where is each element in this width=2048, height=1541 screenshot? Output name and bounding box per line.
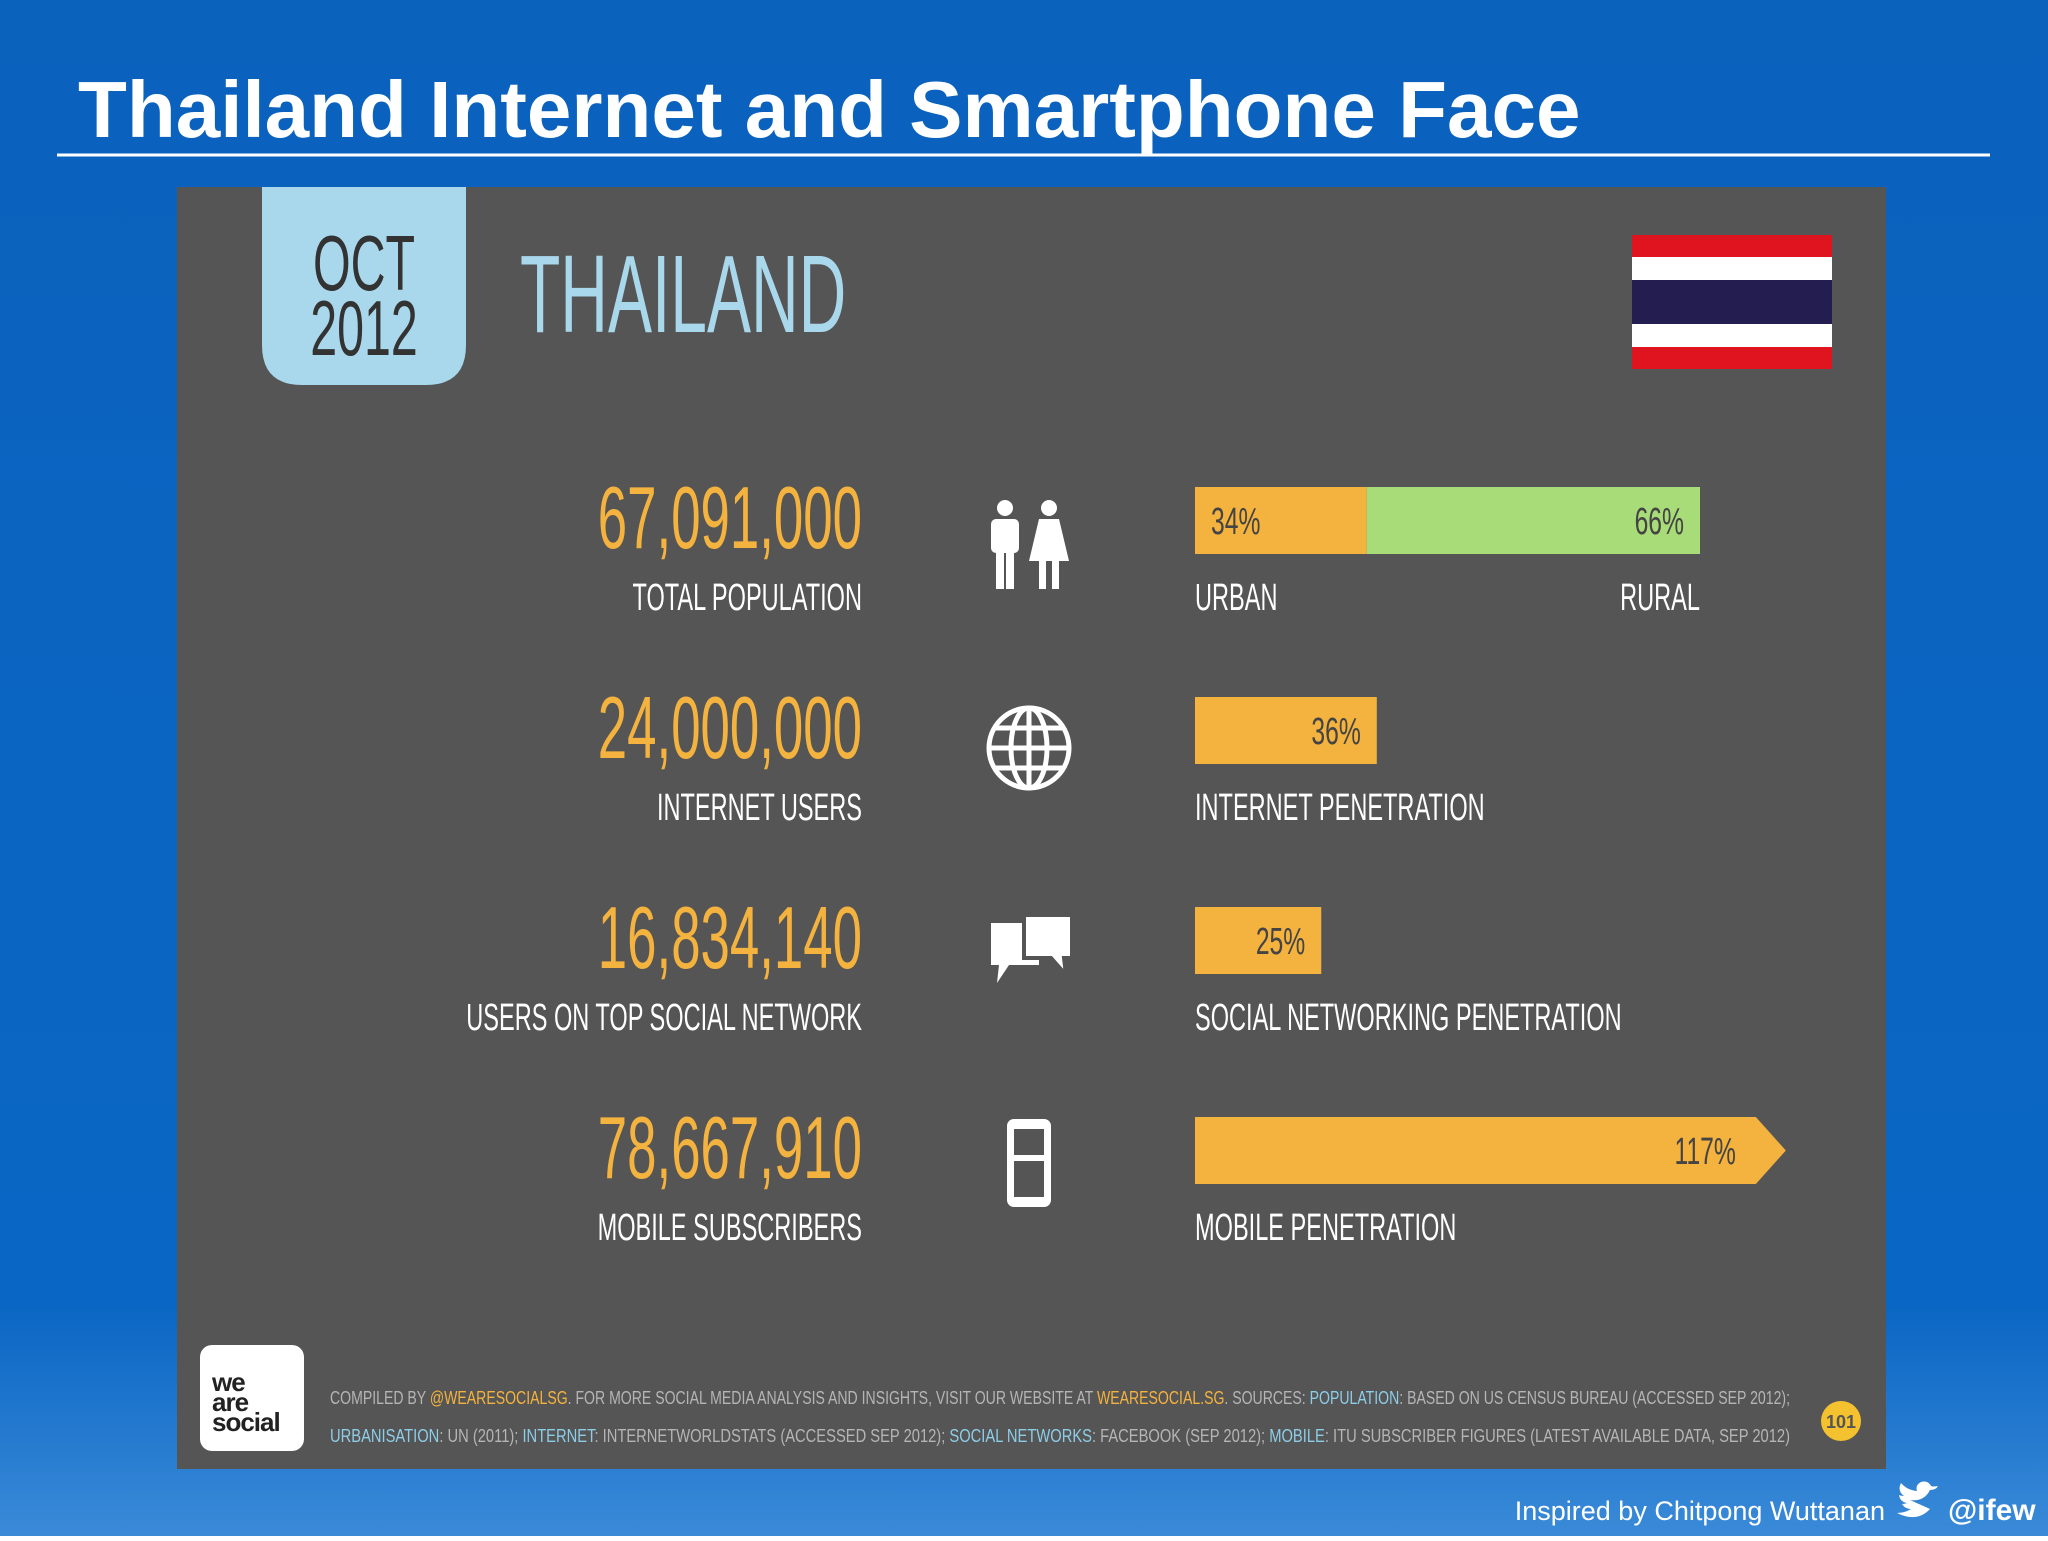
footer-segment: MOBILE (1269, 1426, 1325, 1446)
bar (1195, 697, 1377, 764)
footer-segment: : INTERNETWORLDSTATS (ACCESSED SEP 2012)… (594, 1426, 949, 1446)
footer-segment: : FACEBOOK (SEP 2012); (1092, 1426, 1269, 1446)
stat-number: 16,834,140 (598, 889, 862, 987)
logo-box (200, 1345, 304, 1451)
bar-caption: URBAN (1195, 575, 1277, 618)
date-text: OCT (313, 219, 415, 307)
footer-segment: : ITU SUBSCRIBER FIGURES (LATEST AVAILAB… (1325, 1426, 1790, 1446)
footer-segment: . SOURCES: (1224, 1388, 1309, 1408)
bird-icon (1897, 1481, 1938, 1518)
date-text: 2012 (310, 284, 418, 372)
footer-segment: WEARESOCIAL.SG (1097, 1388, 1224, 1408)
bar-value-label: 117% (1675, 1130, 1736, 1173)
people-icon (991, 500, 1069, 589)
phone-icon (1007, 1119, 1051, 1207)
flag (1632, 235, 1832, 369)
infographic-panel (177, 187, 1886, 1469)
stat-label: MOBILE SUBSCRIBERS (598, 1205, 862, 1248)
bar-value-label: 66% (1635, 500, 1684, 543)
footer-line: URBANISATION: UN (2011); INTERNET: INTER… (330, 1426, 1790, 1446)
bar-caption: INTERNET PENETRATION (1195, 785, 1485, 828)
footer-segment: SOCIAL NETWORKS (949, 1426, 1092, 1446)
logo (200, 1345, 304, 1451)
bar (1366, 487, 1700, 554)
chat-icon (991, 913, 1074, 983)
footer-segment: URBANISATION (330, 1426, 439, 1446)
flag-blue (1632, 280, 1832, 324)
bar-value-label: 34% (1211, 500, 1260, 543)
footer-segment: COMPILED BY (330, 1388, 430, 1408)
footer-line: COMPILED BY @WEARESOCIALSG. FOR MORE SOC… (330, 1388, 1790, 1408)
stat-number: 24,000,000 (598, 679, 862, 777)
footer-segment: : BASED ON US CENSUS BUREAU (ACCESSED SE… (1399, 1388, 1790, 1408)
bar-caption: MOBILE PENETRATION (1195, 1205, 1456, 1248)
slide-title: Thailand Internet and Smartphone Face (78, 65, 1580, 154)
bar (1195, 907, 1322, 974)
bar-caption: RURAL (1620, 575, 1700, 618)
bar-caption: SOCIAL NETWORKING PENETRATION (1195, 995, 1622, 1038)
logo-text: we (211, 1367, 245, 1397)
stat-label: USERS ON TOP SOCIAL NETWORK (466, 995, 862, 1038)
page-badge (1821, 1401, 1861, 1441)
logo-text: are (212, 1387, 249, 1417)
stat-number: 78,667,910 (598, 1099, 862, 1197)
bar (1195, 487, 1367, 554)
bar-value-label: 25% (1256, 920, 1305, 963)
stat-number: 67,091,000 (598, 469, 862, 567)
footer-segment: . FOR MORE SOCIAL MEDIA ANALYSIS AND INS… (568, 1388, 1097, 1408)
footer-segment: @WEARESOCIALSG (430, 1388, 568, 1408)
country-name: THAILAND (520, 234, 846, 356)
date-tab (262, 187, 466, 385)
bar-value-label: 36% (1311, 710, 1360, 753)
stat-label: INTERNET USERS (657, 785, 862, 828)
page-number: 101 (1826, 1412, 1856, 1432)
bar (1195, 1117, 1786, 1184)
stat-label: TOTAL POPULATION (633, 575, 862, 618)
footer-segment: POPULATION (1310, 1388, 1400, 1408)
logo-text: social (212, 1407, 280, 1437)
globe-icon (986, 705, 1072, 791)
footer-segment: INTERNET (522, 1426, 596, 1446)
credit-handle: @ifew (1948, 1494, 2036, 1527)
credit-text: Inspired by Chitpong Wuttanan (1515, 1496, 1885, 1526)
footer-segment: : UN (2011); (439, 1426, 522, 1446)
